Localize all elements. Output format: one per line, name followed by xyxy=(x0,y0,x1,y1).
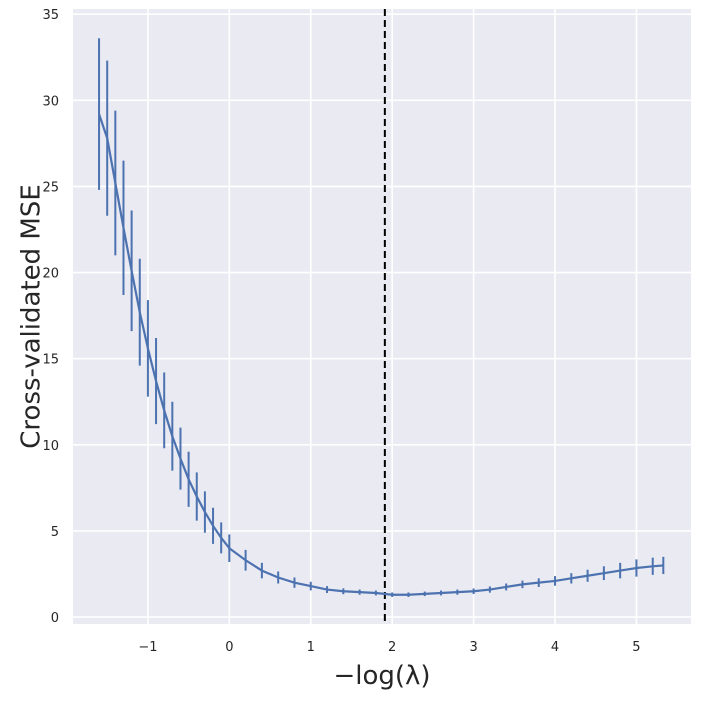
y-tick-label: 20 xyxy=(42,267,59,282)
y-tick-label: 15 xyxy=(42,353,59,368)
y-tick-label: 25 xyxy=(42,180,59,195)
y-tick-label: 5 xyxy=(51,525,59,540)
y-tick-label: 35 xyxy=(42,8,59,23)
x-tick-label: −1 xyxy=(138,640,157,655)
y-tick-label: 10 xyxy=(42,439,59,454)
y-tick-label: 0 xyxy=(51,611,59,626)
x-tick-labels: −1 0 1 2 3 4 5 xyxy=(138,640,640,655)
x-tick-label: 0 xyxy=(225,640,233,655)
x-axis-label: −log(λ) xyxy=(333,661,430,691)
x-tick-label: 3 xyxy=(469,640,477,655)
x-tick-label: 5 xyxy=(632,640,640,655)
y-axis-label: Cross-validated MSE xyxy=(17,184,47,448)
x-tick-label: 2 xyxy=(388,640,396,655)
y-tick-label: 30 xyxy=(42,94,59,109)
x-tick-label: 1 xyxy=(307,640,315,655)
y-tick-labels: 0 5 10 15 20 25 30 35 xyxy=(42,8,59,626)
x-gridlines xyxy=(147,9,638,624)
x-tick-label: 4 xyxy=(551,640,559,655)
plot-area xyxy=(73,9,691,624)
series-line-mse xyxy=(98,113,664,596)
